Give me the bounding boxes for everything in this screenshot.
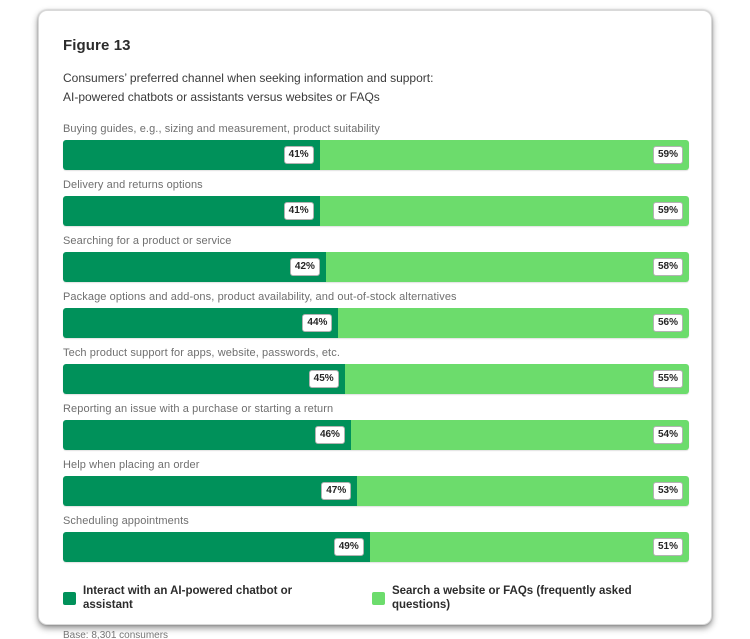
row-label: Help when placing an order (63, 459, 200, 471)
stacked-bar: 45% 55% (63, 364, 689, 394)
legend-swatch (371, 591, 385, 605)
row-label: Reporting an issue with a purchase or st… (63, 403, 334, 415)
figure-subtitle-line-1: Consumers’ preferred channel when seekin… (63, 71, 434, 85)
bar-segment-chatbot: 41% (63, 140, 320, 170)
chart-row: Tech product support for apps, website, … (63, 347, 689, 394)
stacked-bar: 47% 53% (63, 476, 689, 506)
figure-label: Figure 13 (63, 37, 131, 54)
chart-row: Package options and add-ons, product ava… (63, 291, 689, 338)
value-chip: 49% (333, 538, 364, 556)
bar-segment-website: 59% (319, 196, 689, 226)
figure-card: Figure 13 Consumers’ preferred channel w… (38, 10, 712, 639)
bar-segment-website: 56% (338, 308, 689, 338)
legend-item-chatbot: Interact with an AI-powered chatbot or a… (63, 584, 340, 612)
legend-label: Interact with an AI-powered chatbot or a… (83, 585, 293, 611)
bar-segment-website: 58% (325, 252, 689, 282)
value-chip: 41% (283, 146, 314, 164)
chart-row: Reporting an issue with a purchase or st… (63, 403, 689, 450)
value-chip: 47% (321, 482, 352, 500)
chart-legend: Interact with an AI-powered chatbot or a… (63, 584, 687, 612)
value-chip: 59% (652, 202, 683, 220)
value-chip: 45% (308, 370, 339, 388)
value-chip: 53% (652, 482, 683, 500)
legend-item-website: Search a website or FAQs (frequently ask… (371, 584, 687, 612)
bar-segment-website: 53% (357, 476, 689, 506)
bar-segment-chatbot: 44% (63, 308, 339, 338)
base-note: Base: 8,301 consumers (63, 630, 169, 639)
row-label: Scheduling appointments (63, 515, 189, 527)
chart-row: Searching for a product or service 42% 5… (63, 235, 689, 282)
bar-segment-website: 55% (344, 364, 689, 394)
chart-row: Scheduling appointments 49% 51% (63, 515, 689, 562)
value-chip: 56% (652, 314, 683, 332)
bar-segment-website: 59% (319, 140, 689, 170)
figure-subtitle: Consumers’ preferred channel when seekin… (63, 69, 687, 107)
value-chip: 41% (283, 202, 314, 220)
stacked-bar: 41% 59% (63, 140, 689, 170)
chart-rows: Buying guides, e.g., sizing and measurem… (63, 123, 689, 562)
value-chip: 58% (652, 258, 683, 276)
value-chip: 46% (314, 426, 345, 444)
chart-row: Help when placing an order 47% 53% (63, 459, 689, 506)
legend-swatch (63, 591, 76, 605)
legend-label: Search a website or FAQs (frequently ask… (391, 585, 632, 611)
stacked-bar: 41% 59% (63, 196, 689, 226)
chart-row: Delivery and returns options 41% 59% (63, 179, 689, 226)
value-chip: 59% (652, 146, 683, 164)
stacked-bar: 49% 51% (63, 532, 689, 562)
stacked-bar: 44% 56% (63, 308, 689, 338)
value-chip: 51% (652, 538, 683, 556)
bar-segment-website: 54% (350, 420, 689, 450)
bar-segment-chatbot: 46% (63, 420, 351, 450)
row-label: Searching for a product or service (63, 235, 232, 247)
row-label: Tech product support for apps, website, … (63, 347, 340, 359)
bar-segment-chatbot: 42% (63, 252, 326, 282)
bar-segment-chatbot: 47% (63, 476, 358, 506)
value-chip: 54% (652, 426, 683, 444)
row-label: Buying guides, e.g., sizing and measurem… (63, 123, 381, 135)
value-chip: 55% (652, 370, 683, 388)
bar-segment-website: 51% (369, 532, 689, 562)
bar-segment-chatbot: 49% (63, 532, 370, 562)
value-chip: 44% (302, 314, 333, 332)
figure-subtitle-line-2: AI-powered chatbots or assistants versus… (63, 90, 380, 104)
stacked-bar-chart: Buying guides, e.g., sizing and measurem… (63, 123, 689, 612)
chart-row: Buying guides, e.g., sizing and measurem… (63, 123, 689, 170)
row-label: Package options and add-ons, product ava… (63, 291, 457, 303)
stacked-bar: 46% 54% (63, 420, 689, 450)
value-chip: 42% (289, 258, 320, 276)
bar-segment-chatbot: 41% (63, 196, 320, 226)
stacked-bar: 42% 58% (63, 252, 689, 282)
row-label: Delivery and returns options (63, 179, 203, 191)
bar-segment-chatbot: 45% (63, 364, 345, 394)
